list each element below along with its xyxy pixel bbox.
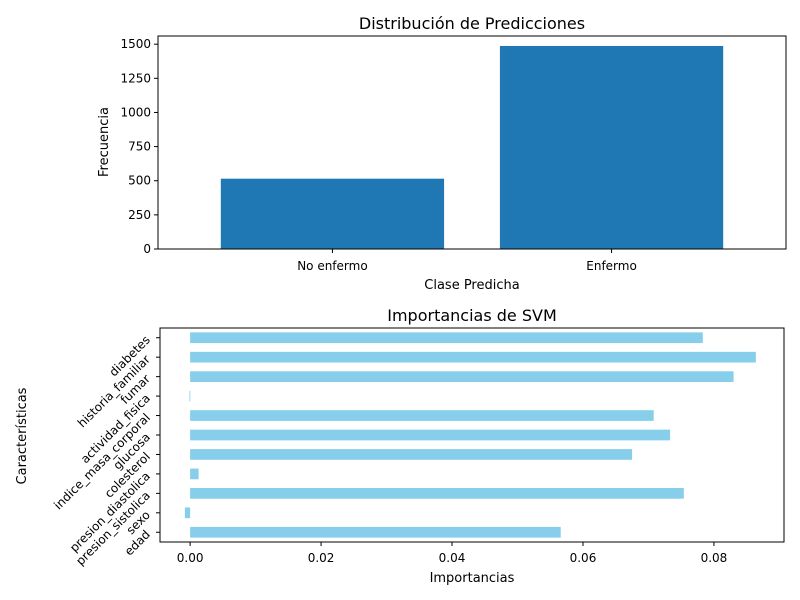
chart1-y-tick-label: 1250	[120, 71, 151, 85]
chart2-bar	[190, 410, 654, 421]
chart2-bars	[184, 332, 756, 538]
chart1-bar	[220, 178, 445, 249]
chart2-x-tick-label: 0.02	[308, 551, 335, 565]
chart2-x-tick-label: 0.06	[570, 551, 597, 565]
chart2-x-tick-label: 0.00	[177, 551, 204, 565]
chart1-x-tick-label: No enfermo	[297, 259, 367, 273]
chart1-y-tick-label: 1000	[120, 105, 151, 119]
chart2-x-axis-label: Importancias	[430, 571, 515, 586]
chart2-bar	[190, 371, 734, 382]
chart2-bar	[190, 468, 199, 480]
chart1-bars	[220, 45, 724, 249]
chart2-bar	[189, 390, 191, 402]
chart1-y-tick-label: 0	[143, 242, 151, 256]
chart1-y-tick-label: 1500	[120, 37, 151, 51]
chart1-y-axis: 0 250 500 750 1000 1250 1500	[120, 37, 158, 256]
chart1-x-tick-label: Enfermo	[586, 259, 637, 273]
chart1-y-tick-label: 250	[128, 208, 151, 222]
chart2-y-axis-label: Características	[15, 387, 30, 484]
chart1-bar	[499, 45, 724, 249]
chart2-y-axis: edadsexopresion_sistolicapresion_diastol…	[51, 333, 160, 568]
chart2-bar	[190, 429, 671, 441]
chart2-bar	[190, 351, 756, 363]
chart2-x-tick-label: 0.04	[439, 551, 466, 565]
chart2-bar	[190, 526, 561, 538]
chart2-x-axis: 0.00 0.02 0.04 0.06 0.08	[177, 542, 728, 565]
chart1-x-axis-label: Clase Predicha	[424, 278, 519, 293]
chart2-bar	[190, 332, 703, 344]
chart2-x-tick-label: 0.08	[701, 551, 728, 565]
chart1-title: Distribución de Predicciones	[359, 14, 585, 33]
chart1-plot-frame	[157, 35, 787, 250]
chart1-x-axis: No enfermo Enfermo	[297, 249, 637, 273]
chart2-bar	[190, 449, 633, 460]
chart2-bar	[184, 507, 191, 519]
chart2-bar	[190, 488, 684, 499]
chart1-y-tick-label: 500	[128, 174, 151, 188]
chart2-title: Importancias de SVM	[387, 306, 557, 325]
chart1-y-axis-label: Frecuencia	[97, 107, 112, 177]
chart1-y-tick-label: 750	[128, 140, 151, 154]
chart2-plot-frame	[159, 327, 785, 543]
